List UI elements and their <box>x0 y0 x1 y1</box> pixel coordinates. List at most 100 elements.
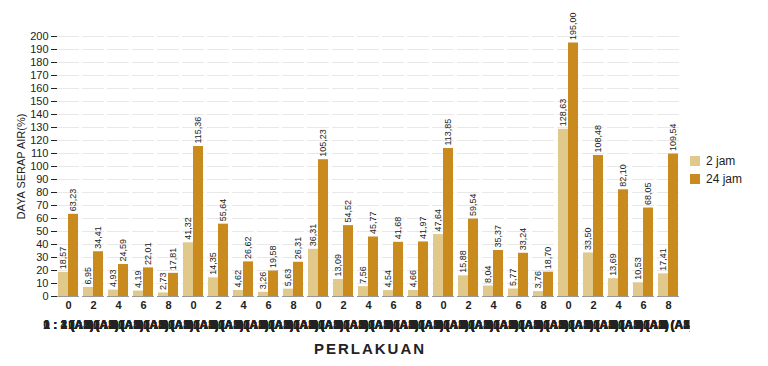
svg-text:4,62: 4,62 <box>233 270 243 288</box>
svg-text:13,09: 13,09 <box>333 254 343 277</box>
svg-text:24,59: 24,59 <box>118 239 128 262</box>
svg-text:55,64: 55,64 <box>218 199 228 222</box>
svg-text:6: 6 <box>140 299 146 311</box>
svg-text:54,52: 54,52 <box>343 200 353 223</box>
svg-text:0: 0 <box>440 299 446 311</box>
svg-text:130: 130 <box>30 121 48 133</box>
svg-text:5,63: 5,63 <box>283 269 293 287</box>
svg-text:18,57: 18,57 <box>58 247 68 270</box>
svg-text:1 : 4 (A4): 1 : 4 (A4) <box>643 318 690 332</box>
svg-text:195,00: 195,00 <box>568 12 578 40</box>
svg-text:2: 2 <box>215 299 221 311</box>
svg-text:190: 190 <box>30 43 48 55</box>
svg-text:63,23: 63,23 <box>68 189 78 212</box>
svg-text:1 : 3 (A3): 1 : 3 (A3) <box>643 318 690 332</box>
svg-text:113,85: 113,85 <box>443 119 453 146</box>
svg-text:180: 180 <box>30 56 48 68</box>
svg-text:4: 4 <box>240 299 247 311</box>
svg-text:4,66: 4,66 <box>408 270 418 288</box>
svg-text:4: 4 <box>365 299 372 311</box>
svg-text:30: 30 <box>36 251 48 263</box>
svg-text:59,54: 59,54 <box>468 194 478 217</box>
svg-text:90: 90 <box>36 173 48 185</box>
svg-text:50: 50 <box>36 225 48 237</box>
svg-text:8,04: 8,04 <box>483 266 493 284</box>
svg-text:35,37: 35,37 <box>493 225 503 248</box>
svg-text:108,48: 108,48 <box>593 125 603 153</box>
svg-text:8: 8 <box>540 299 546 311</box>
svg-text:34,41: 34,41 <box>93 226 103 249</box>
svg-text:4,19: 4,19 <box>133 271 143 289</box>
svg-text:170: 170 <box>30 69 48 81</box>
svg-text:100: 100 <box>30 160 48 172</box>
svg-text:20: 20 <box>36 264 48 276</box>
svg-text:6: 6 <box>390 299 396 311</box>
svg-text:15,88: 15,88 <box>458 250 468 273</box>
svg-text:68,05: 68,05 <box>643 183 653 206</box>
svg-text:10: 10 <box>36 277 48 289</box>
svg-text:80: 80 <box>36 186 48 198</box>
svg-text:0 : 1 (A5): 0 : 1 (A5) <box>643 318 690 332</box>
svg-text:4,93: 4,93 <box>108 270 118 288</box>
svg-text:105,23: 105,23 <box>318 129 328 157</box>
svg-text:17,81: 17,81 <box>168 248 178 271</box>
svg-text:6: 6 <box>265 299 271 311</box>
svg-text:0: 0 <box>65 299 71 311</box>
svg-text:26,62: 26,62 <box>243 236 253 259</box>
svg-text:3,26: 3,26 <box>258 272 268 290</box>
svg-text:0: 0 <box>190 299 196 311</box>
svg-text:110: 110 <box>31 147 49 159</box>
svg-text:8: 8 <box>165 299 171 311</box>
svg-text:5,77: 5,77 <box>508 268 518 286</box>
svg-text:160: 160 <box>30 82 48 94</box>
svg-text:26,31: 26,31 <box>293 237 303 260</box>
svg-text:DAYA SERAP AIR(%): DAYA SERAP AIR(%) <box>15 114 27 220</box>
svg-text:8: 8 <box>665 299 671 311</box>
svg-text:4: 4 <box>615 299 622 311</box>
svg-text:4: 4 <box>490 299 497 311</box>
svg-text:47,64: 47,64 <box>433 209 443 232</box>
svg-text:33,50: 33,50 <box>583 227 593 250</box>
svg-text:19,58: 19,58 <box>268 246 278 269</box>
svg-text:150: 150 <box>30 95 48 107</box>
svg-text:3,76: 3,76 <box>533 271 543 289</box>
svg-text:4,54: 4,54 <box>383 270 393 288</box>
svg-text:2: 2 <box>90 299 96 311</box>
svg-text:41,97: 41,97 <box>418 216 428 239</box>
svg-text:6,95: 6,95 <box>83 267 93 285</box>
svg-text:22,01: 22,01 <box>143 242 153 265</box>
svg-text:70: 70 <box>36 199 48 211</box>
svg-text:41,32: 41,32 <box>183 217 193 240</box>
svg-text:60: 60 <box>36 212 48 224</box>
svg-text:115,36: 115,36 <box>193 117 203 144</box>
svg-text:200: 200 <box>30 30 48 42</box>
svg-text:140: 140 <box>30 108 48 120</box>
svg-text:0: 0 <box>315 299 321 311</box>
svg-text:6: 6 <box>640 299 646 311</box>
svg-text:0: 0 <box>42 290 48 302</box>
svg-text:7,56: 7,56 <box>358 266 368 284</box>
svg-text:6: 6 <box>515 299 521 311</box>
svg-text:36,31: 36,31 <box>308 224 318 247</box>
svg-text:8: 8 <box>415 299 421 311</box>
svg-text:4: 4 <box>115 299 122 311</box>
svg-text:0: 0 <box>565 299 571 311</box>
svg-text:45,77: 45,77 <box>368 211 378 234</box>
svg-text:18,70: 18,70 <box>543 247 553 270</box>
svg-text:1 : 2 (A2): 1 : 2 (A2) <box>643 318 690 332</box>
svg-text:82,10: 82,10 <box>618 164 628 187</box>
svg-text:2: 2 <box>465 299 471 311</box>
svg-text:14,35: 14,35 <box>208 252 218 275</box>
svg-text:13,69: 13,69 <box>608 253 618 276</box>
svg-text:40: 40 <box>36 238 48 250</box>
svg-text:10,53: 10,53 <box>633 257 643 280</box>
svg-text:128,63: 128,63 <box>558 99 568 127</box>
svg-text:33,24: 33,24 <box>518 228 528 251</box>
svg-text:2: 2 <box>590 299 596 311</box>
svg-text:1 : 1 (A1): 1 : 1 (A1) <box>643 318 690 332</box>
svg-text:8: 8 <box>290 299 296 311</box>
svg-text:2,73: 2,73 <box>158 272 168 290</box>
svg-text:2: 2 <box>340 299 346 311</box>
svg-text:41,68: 41,68 <box>393 217 403 240</box>
svg-text:120: 120 <box>30 134 48 146</box>
